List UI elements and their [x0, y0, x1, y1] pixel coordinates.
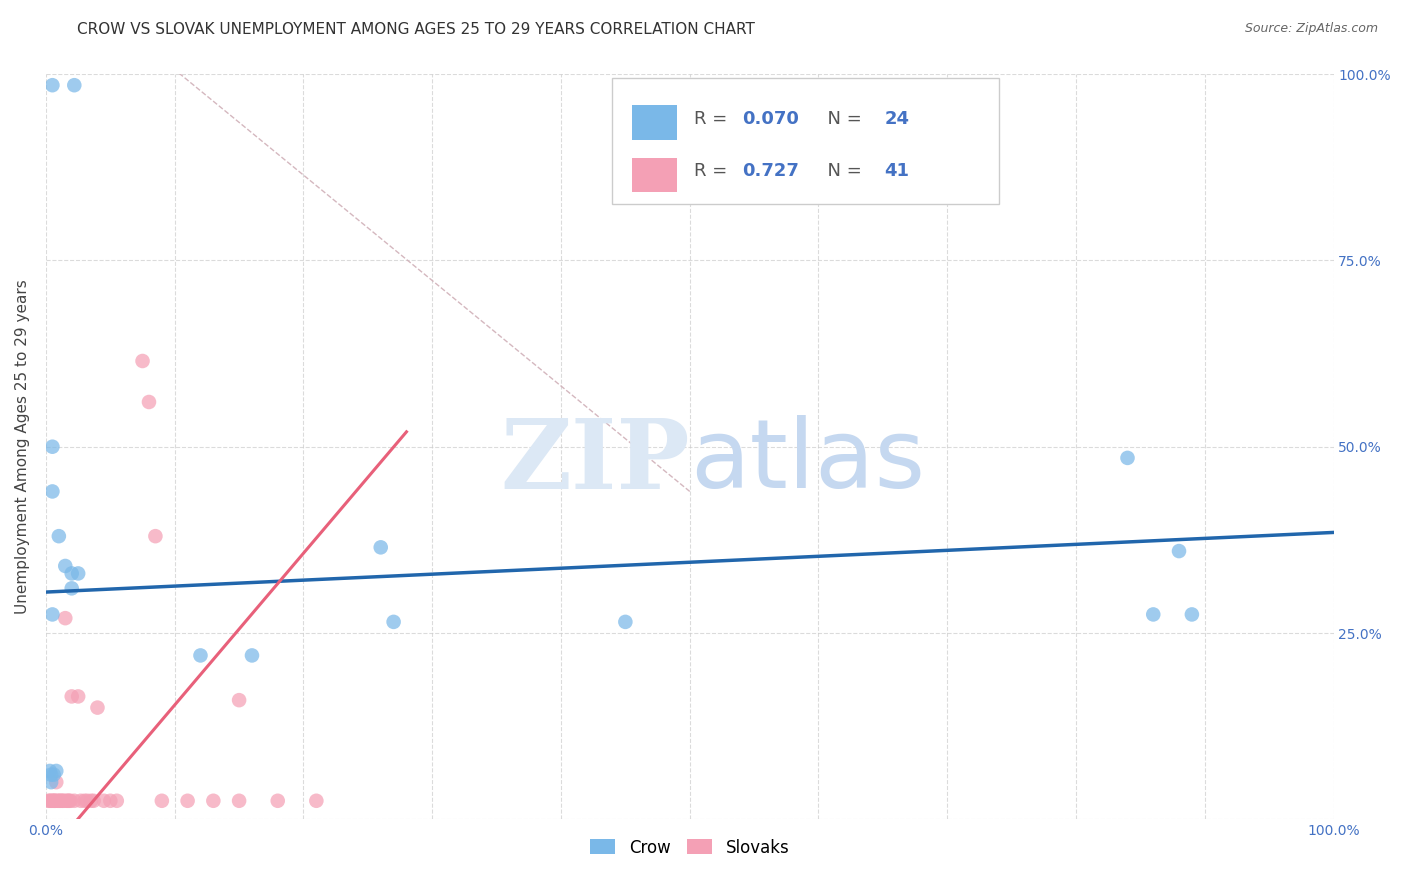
Point: [105, 794, 128, 808]
Text: 0.070: 0.070: [742, 110, 800, 128]
Point: [614, 615, 637, 629]
Point: [41, 794, 63, 808]
Point: [80, 794, 103, 808]
Point: [44, 794, 66, 808]
Point: [55, 794, 77, 808]
Point: [45, 775, 67, 789]
Point: [190, 648, 212, 663]
Text: Source: ZipAtlas.com: Source: ZipAtlas.com: [1244, 22, 1378, 36]
Point: [39, 775, 62, 789]
Point: [67, 690, 90, 704]
Point: [60, 690, 83, 704]
Point: [56, 794, 79, 808]
Point: [46, 794, 69, 808]
Point: [42, 767, 65, 781]
Point: [370, 541, 392, 555]
Point: [38, 794, 60, 808]
Point: [53, 559, 76, 574]
Point: [63, 78, 86, 93]
Point: [1142, 607, 1164, 622]
Point: [39, 767, 62, 781]
Point: [59, 794, 82, 808]
Point: [176, 794, 198, 808]
Text: N =: N =: [815, 162, 868, 180]
Point: [202, 794, 225, 808]
Point: [39, 794, 62, 808]
Point: [48, 529, 70, 543]
Point: [53, 611, 76, 625]
Point: [228, 794, 250, 808]
Point: [1116, 450, 1139, 465]
Point: [93, 794, 115, 808]
FancyBboxPatch shape: [613, 78, 998, 204]
Point: [1181, 607, 1204, 622]
Point: [44, 794, 66, 808]
Point: [45, 764, 67, 778]
Point: [83, 794, 105, 808]
Point: [63, 794, 86, 808]
Point: [86, 700, 108, 714]
Point: [267, 794, 290, 808]
Point: [150, 794, 173, 808]
Point: [42, 794, 65, 808]
Point: [67, 566, 90, 581]
Point: [69, 794, 91, 808]
Point: [145, 529, 167, 543]
Text: CROW VS SLOVAK UNEMPLOYMENT AMONG AGES 25 TO 29 YEARS CORRELATION CHART: CROW VS SLOVAK UNEMPLOYMENT AMONG AGES 2…: [77, 22, 755, 37]
Point: [131, 354, 153, 368]
Text: 41: 41: [884, 162, 910, 180]
Text: 0.727: 0.727: [742, 162, 800, 180]
Point: [60, 566, 83, 581]
Text: atlas: atlas: [690, 415, 925, 508]
Point: [38, 764, 60, 778]
Text: N =: N =: [815, 110, 868, 128]
Point: [73, 794, 96, 808]
Point: [41, 440, 63, 454]
Point: [1168, 544, 1191, 558]
Point: [60, 582, 83, 596]
Legend: Crow, Slovaks: Crow, Slovaks: [583, 832, 796, 863]
Point: [98, 794, 121, 808]
Point: [41, 607, 63, 622]
Point: [228, 693, 250, 707]
FancyBboxPatch shape: [631, 158, 676, 192]
Point: [49, 794, 72, 808]
Point: [138, 395, 160, 409]
Point: [52, 794, 75, 808]
Point: [53, 794, 76, 808]
Text: 24: 24: [884, 110, 910, 128]
Point: [38, 794, 60, 808]
Point: [48, 794, 70, 808]
Point: [305, 794, 328, 808]
Text: ZIP: ZIP: [501, 415, 690, 508]
Y-axis label: Unemployment Among Ages 25 to 29 years: Unemployment Among Ages 25 to 29 years: [15, 279, 30, 614]
Text: R =: R =: [693, 162, 733, 180]
FancyBboxPatch shape: [631, 105, 676, 140]
Point: [41, 484, 63, 499]
Point: [41, 78, 63, 93]
Point: [51, 794, 73, 808]
Point: [240, 648, 263, 663]
Text: R =: R =: [693, 110, 733, 128]
Point: [382, 615, 405, 629]
Point: [58, 794, 80, 808]
Point: [76, 794, 98, 808]
